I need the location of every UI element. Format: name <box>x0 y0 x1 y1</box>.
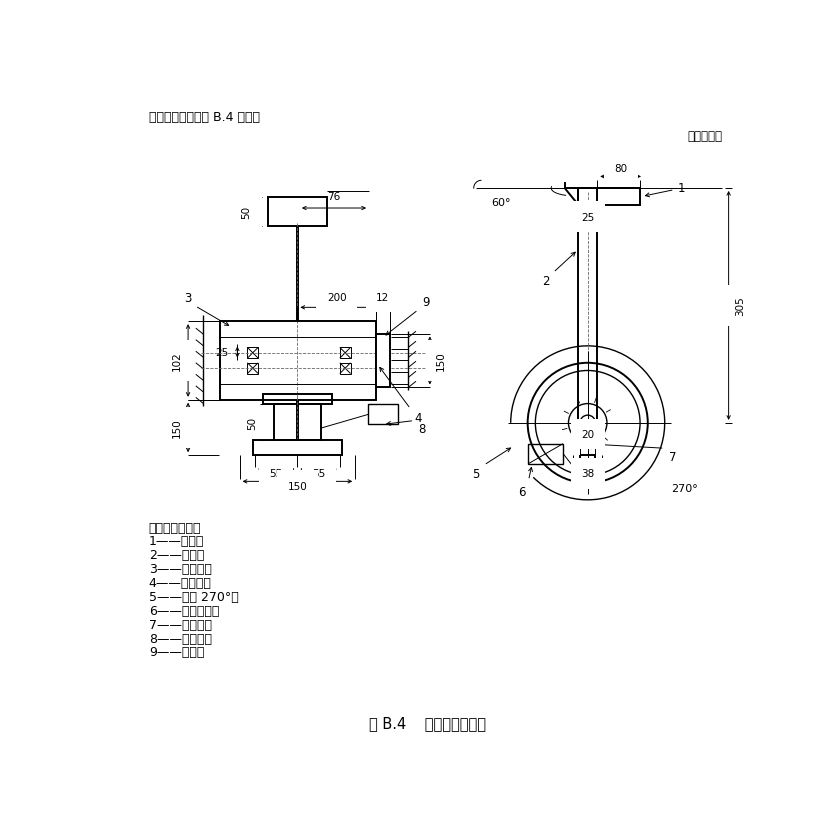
Text: 7: 7 <box>669 451 676 463</box>
Text: 25: 25 <box>215 348 228 358</box>
Text: 7——配重块；: 7——配重块； <box>149 618 212 631</box>
Text: 2: 2 <box>542 275 549 288</box>
Text: 5: 5 <box>472 467 479 480</box>
Bar <box>340 348 351 359</box>
Bar <box>220 322 376 400</box>
Text: 4——球轴承；: 4——球轴承； <box>149 576 212 589</box>
Text: 5——转动 270°；: 5——转动 270°； <box>149 590 239 604</box>
Text: 1——锤头；: 1——锤头； <box>149 535 205 548</box>
Text: 碰撞试验设备如图 B.4 所示。: 碰撞试验设备如图 B.4 所示。 <box>149 110 260 124</box>
Text: 8——配重臂；: 8——配重臂； <box>149 632 212 645</box>
Bar <box>275 405 321 441</box>
Text: 50: 50 <box>247 416 257 429</box>
Text: 60°: 60° <box>492 197 511 207</box>
Text: 80: 80 <box>614 163 627 173</box>
Text: 270°: 270° <box>671 484 697 494</box>
Text: 3——钢轮毂；: 3——钢轮毂； <box>149 563 212 575</box>
Text: 200: 200 <box>326 293 347 303</box>
Text: 图 B.4    碰撞试验设备图: 图 B.4 碰撞试验设备图 <box>369 715 486 730</box>
Text: 55: 55 <box>312 469 325 479</box>
Text: 9: 9 <box>423 296 430 308</box>
Text: 12: 12 <box>377 293 389 303</box>
Text: 4: 4 <box>414 412 422 425</box>
Text: 标引序号说明：: 标引序号说明： <box>149 521 201 534</box>
Bar <box>368 405 397 425</box>
Text: 50: 50 <box>241 206 251 219</box>
Bar <box>529 444 563 464</box>
Text: 9——滑轮。: 9——滑轮。 <box>149 645 205 659</box>
Bar <box>247 364 258 375</box>
Bar <box>247 348 258 359</box>
Bar <box>579 189 640 206</box>
Text: 2——摆杆；: 2——摆杆； <box>149 548 205 562</box>
Text: 8: 8 <box>418 422 426 436</box>
Text: 单位为毫米: 单位为毫米 <box>687 130 722 143</box>
Text: 102: 102 <box>172 351 182 371</box>
Bar <box>376 334 390 388</box>
Text: 3: 3 <box>184 292 191 305</box>
Text: 25: 25 <box>581 212 595 222</box>
Text: 76: 76 <box>327 191 341 201</box>
Bar <box>253 441 342 456</box>
Text: 150: 150 <box>172 418 182 438</box>
Text: 305: 305 <box>735 296 745 316</box>
Text: 6: 6 <box>519 486 526 498</box>
Text: 20: 20 <box>581 430 595 440</box>
Text: 38: 38 <box>581 469 595 479</box>
Bar <box>263 394 332 405</box>
Text: 150: 150 <box>287 481 307 491</box>
Text: 55: 55 <box>270 469 283 479</box>
Bar <box>268 198 326 227</box>
Bar <box>340 364 351 375</box>
Text: 150: 150 <box>436 351 446 371</box>
Text: 6——工作重锤；: 6——工作重锤； <box>149 604 220 617</box>
Bar <box>220 338 376 384</box>
Text: 1: 1 <box>678 182 686 196</box>
